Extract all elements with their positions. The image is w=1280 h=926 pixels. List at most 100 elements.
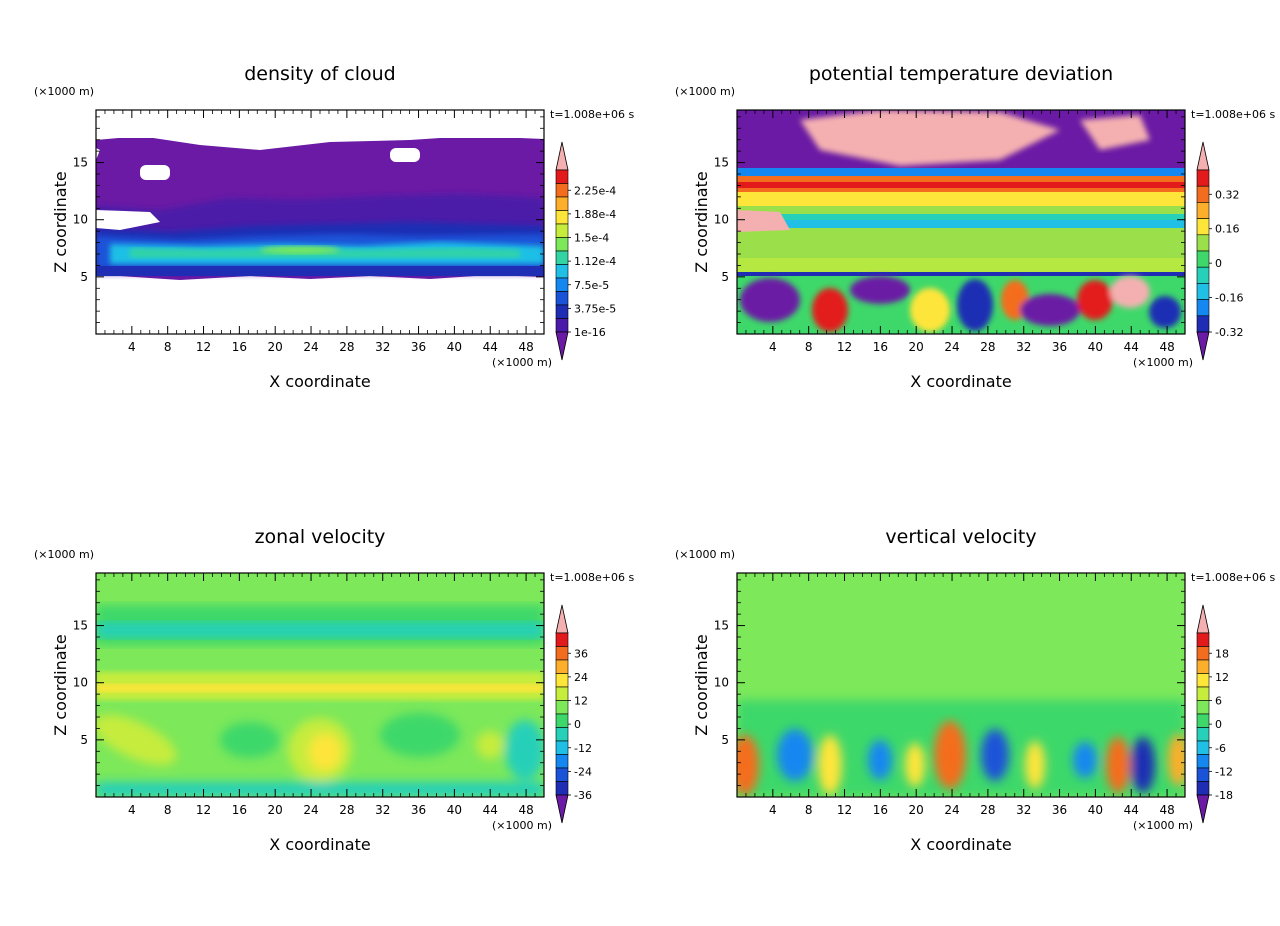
colorbar-label: 1.5e-4 [574, 232, 609, 245]
axes-overlay: density of cloud (×1000 m) t=1.008e+06 s 4 8… [34, 63, 1275, 854]
x-tick-label: 8 [164, 803, 172, 817]
plot-field-theta [737, 110, 1185, 334]
colorbar-label: 24 [574, 671, 588, 684]
colorbar-label: -24 [574, 765, 592, 778]
x-tick-label: 24 [944, 340, 959, 354]
colorbar-swatch [555, 686, 569, 701]
colorbar-swatch [1196, 202, 1210, 219]
colorbar-label: -0.16 [1215, 292, 1243, 305]
x-tick-label: 32 [1016, 803, 1031, 817]
z-tick-label: 5 [721, 270, 729, 284]
colorbar-swatch [555, 727, 569, 742]
colorbar-overflow-bottom [1196, 794, 1210, 824]
x-tick-label: 48 [518, 340, 533, 354]
colorbar-label: 1e-16 [574, 326, 606, 339]
x-unit-label: (×1000 m) [492, 819, 552, 832]
panel-vertical-velocity [736, 572, 1186, 798]
z-unit-label: (×1000 m) [675, 85, 735, 98]
z-tick-label: 15 [714, 156, 729, 170]
z-unit-label: (×1000 m) [34, 85, 94, 98]
colorbar-label: 0 [1215, 718, 1222, 731]
colorbar-swatch [1196, 315, 1210, 333]
x-tick-label: 20 [268, 803, 283, 817]
x-axis-label: X coordinate [910, 372, 1011, 391]
z-unit-label: (×1000 m) [675, 548, 735, 561]
colorbar-swatch [555, 250, 569, 265]
colorbar-swatch [555, 740, 569, 755]
z-tick-label: 5 [80, 733, 88, 747]
x-unit-label: (×1000 m) [492, 356, 552, 369]
colorbar-overflow-top [1196, 141, 1210, 171]
colorbar-swatch [555, 781, 569, 796]
z-tick-label: 10 [73, 213, 88, 227]
colorbar-label: 0.32 [1215, 188, 1240, 201]
x-tick-label: 44 [483, 803, 498, 817]
colorbar-swatch [1196, 234, 1210, 252]
colorbar-swatch [555, 264, 569, 279]
x-tick-label: 8 [805, 340, 813, 354]
colorbar-label: 0 [1215, 257, 1222, 270]
chart-title: potential temperature deviation [809, 63, 1113, 85]
colorbar-swatch [1196, 727, 1210, 742]
plot-field-u [96, 573, 544, 797]
x-tick-label: 40 [1088, 803, 1103, 817]
x-tick-label: 40 [447, 340, 462, 354]
panel-density-of-cloud [95, 109, 545, 335]
time-label: t=1.008e+06 s [550, 108, 634, 121]
x-tick-label: 24 [944, 803, 959, 817]
colorbar-swatch [555, 223, 569, 238]
z-tick-label: 10 [714, 676, 729, 690]
x-axis-label: X coordinate [910, 835, 1011, 854]
x-tick-label: 36 [1052, 340, 1067, 354]
panel-2-axes: zonal velocity(×1000 m)t=1.008e+06 s4 8 12… [34, 526, 634, 854]
colorbar-swatch [1196, 781, 1210, 796]
time-label: t=1.008e+06 s [1191, 108, 1275, 121]
colorbar-swatch [555, 318, 569, 333]
colorbar: 18 12 6 0 -6 -12 -18 [1196, 604, 1233, 824]
x-tick-label: 8 [164, 340, 172, 354]
colorbar-swatch [555, 632, 569, 647]
panel-0-axes: density of cloud (×1000 m) t=1.008e+06 s 4 8… [34, 63, 634, 391]
colorbar-swatch [1196, 646, 1210, 661]
x-tick-label: 48 [1159, 803, 1174, 817]
x-axis-label: X coordinate [269, 372, 370, 391]
colorbar-swatch [1196, 250, 1210, 268]
chart-title: density of cloud [244, 63, 396, 85]
x-tick-label: 36 [411, 803, 426, 817]
panel-potential-temperature-deviation [736, 109, 1186, 335]
colorbar-label: 6 [1215, 695, 1222, 708]
colorbar-swatch [1196, 700, 1210, 715]
x-tick-label: 20 [268, 340, 283, 354]
colorbar-swatch [555, 237, 569, 252]
colorbar-swatch [1196, 659, 1210, 674]
x-tick-label: 48 [1159, 340, 1174, 354]
colorbar-label: 1.88e-4 [574, 208, 616, 221]
colorbar: 36 24 12 0 -12 -24 -36 [555, 604, 592, 824]
x-tick-label: 12 [196, 340, 211, 354]
z-tick-label: 15 [73, 156, 88, 170]
colorbar-swatch [1196, 767, 1210, 782]
colorbar-swatch [555, 169, 569, 184]
panel-3-axes: vertical velocity (×1000 m) t=1.008e+06 s 4… [675, 526, 1275, 854]
time-label: t=1.008e+06 s [550, 571, 634, 584]
panel-1-axes: potential temperature deviation (×1000 m)… [675, 63, 1275, 391]
x-tick-label: 16 [873, 340, 888, 354]
z-tick-label: 10 [714, 213, 729, 227]
colorbar-swatch [1196, 218, 1210, 236]
z-tick-label: 15 [73, 619, 88, 633]
colorbar-swatch [555, 659, 569, 674]
chart-title: vertical velocity [885, 526, 1036, 548]
x-tick-label: 44 [1124, 340, 1139, 354]
colorbar-label: 0.16 [1215, 223, 1240, 236]
colorbar-swatch [555, 700, 569, 715]
colorbar-swatch [555, 196, 569, 211]
colorbar-label: 1.12e-4 [574, 255, 616, 268]
colorbar-overflow-top [555, 604, 569, 634]
colorbar-label: -12 [1215, 765, 1233, 778]
z-axis-label: Z coordinate [692, 171, 711, 272]
colorbar-label: 2.25e-4 [574, 184, 616, 197]
x-tick-label: 36 [1052, 803, 1067, 817]
x-tick-label: 32 [375, 803, 390, 817]
colorbar-label: -0.32 [1215, 326, 1243, 339]
colorbar-swatch [555, 291, 569, 306]
